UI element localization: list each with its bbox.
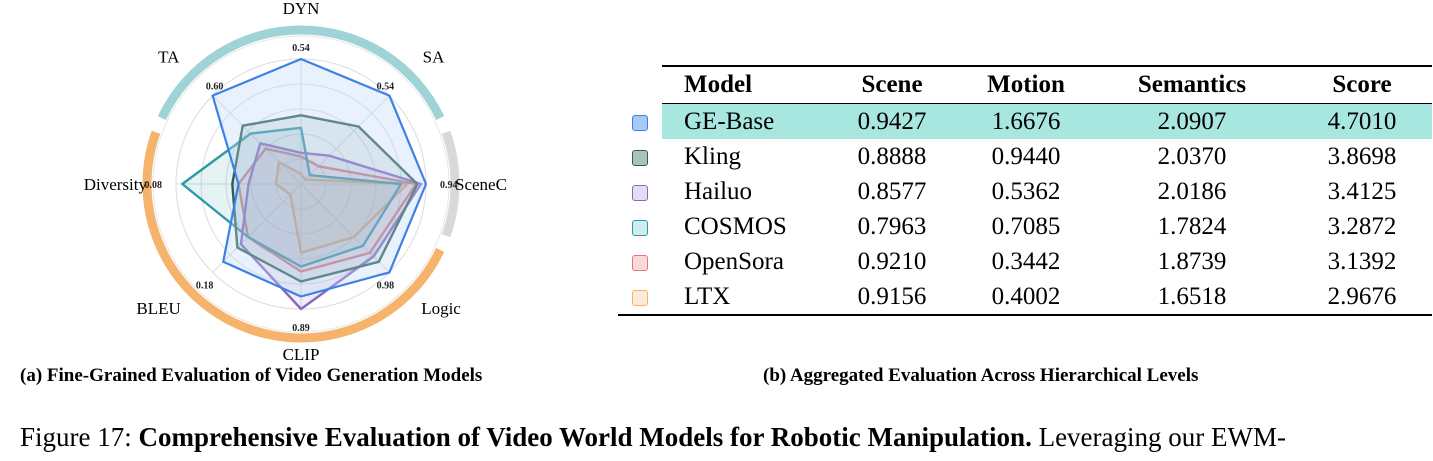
swatch-header xyxy=(618,66,662,104)
legend-swatch xyxy=(632,219,648,236)
series-ltx xyxy=(274,160,409,255)
scene-cell: 0.8888 xyxy=(857,142,927,170)
semantics-cell: 2.0186 xyxy=(1157,177,1227,205)
axis-max-label: 0.89 xyxy=(292,323,310,334)
axis-max-label: 0.08 xyxy=(145,180,163,191)
legend-swatch-cell xyxy=(618,139,662,174)
motion-cell: 0.4002 xyxy=(960,279,1092,316)
score-cell: 3.8698 xyxy=(1327,142,1397,170)
axis-max-label: 0.98 xyxy=(377,280,395,291)
table-row: Hailuo 0.8577 0.5362 2.0186 3.4125 xyxy=(618,174,1432,209)
caption-b: (b) Aggregated Evaluation Across Hierarc… xyxy=(763,365,1199,386)
axis-label: TA xyxy=(158,47,180,66)
motion-cell: 0.3442 xyxy=(991,247,1061,275)
grid-spoke xyxy=(212,95,302,185)
model-cell: Kling xyxy=(684,142,741,170)
table-row: Kling 0.8888 0.9440 2.0370 3.8698 xyxy=(618,139,1432,174)
col-header-score: Score xyxy=(1292,65,1432,104)
col-header-model: Model xyxy=(662,65,824,104)
model-cell: COSMOS xyxy=(684,212,787,240)
axis-max-label: 0.54 xyxy=(377,82,395,93)
figure-caption: Figure 17: Comprehensive Evaluation of V… xyxy=(20,422,1286,453)
legend-swatch-cell xyxy=(618,244,662,279)
motion-cell: 0.7085 xyxy=(991,212,1061,240)
axis-max-label: 0.18 xyxy=(196,280,214,291)
table-row: LTX 0.9156 0.4002 1.6518 2.9676 xyxy=(618,279,1432,316)
model-cell: Hailuo xyxy=(684,177,753,205)
col-header-scene: Scene xyxy=(824,65,960,104)
score-cell: 2.9676 xyxy=(1292,279,1432,316)
table-row: COSMOS 0.7963 0.7085 1.7824 3.2872 xyxy=(618,209,1432,244)
score-cell: 3.4125 xyxy=(1327,177,1397,205)
axis-max-label: 0.60 xyxy=(206,82,224,93)
score-cell: 3.1392 xyxy=(1327,247,1397,275)
results-table: Model Scene Motion Semantics Score GE-Ba… xyxy=(618,65,1432,316)
model-cell: GE-Base xyxy=(662,103,824,139)
motion-cell: 0.9440 xyxy=(991,142,1061,170)
axis-group-arc xyxy=(441,130,460,238)
scene-cell: 0.8577 xyxy=(857,177,927,205)
radar-chart: DYN SA SceneC Logic CLIP BLEU Diversity TA 0.54 0… xyxy=(0,0,620,360)
score-cell: 4.7010 xyxy=(1292,103,1432,139)
legend-swatch-cell xyxy=(618,279,662,316)
scene-cell: 0.7963 xyxy=(857,212,927,240)
legend-swatch xyxy=(632,184,648,201)
table-header-row: Model Scene Motion Semantics Score xyxy=(618,65,1432,104)
semantics-cell: 1.8739 xyxy=(1157,247,1227,275)
model-cell: LTX xyxy=(662,279,824,316)
motion-cell: 0.5362 xyxy=(991,177,1061,205)
axis-max-label: 0.54 xyxy=(292,43,310,54)
legend-swatch xyxy=(632,289,648,306)
axis-label: BLEU xyxy=(136,299,180,318)
score-cell: 3.2872 xyxy=(1327,212,1397,240)
figure-label: Figure 17: xyxy=(20,422,139,452)
scene-cell: 0.9210 xyxy=(857,247,927,275)
axis-label: CLIP xyxy=(283,345,320,360)
grid-spoke xyxy=(300,95,390,185)
table-body: GE-Base 0.9427 1.6676 2.0907 4.7010 Kling 0.88… xyxy=(618,103,1432,316)
axis-group-arc xyxy=(142,130,445,343)
legend-swatch xyxy=(632,149,648,166)
radar-svg: DYN SA SceneC Logic CLIP BLEU Diversity TA 0.54 0… xyxy=(84,0,507,360)
legend-swatch xyxy=(632,254,648,271)
figure-title: Comprehensive Evaluation of Video World … xyxy=(138,422,1032,452)
grid-spoke xyxy=(212,183,302,273)
legend-swatch-cell xyxy=(618,174,662,209)
figure-tail: Leveraging our EWM- xyxy=(1031,422,1286,452)
axis-label: DYN xyxy=(283,0,320,18)
col-header-motion: Motion xyxy=(960,65,1092,104)
semantics-cell: 1.6518 xyxy=(1092,279,1292,316)
axis-group-arc xyxy=(157,25,445,120)
legend-swatch-cell xyxy=(618,209,662,244)
semantics-cell: 2.0370 xyxy=(1157,142,1227,170)
semantics-cell: 2.0907 xyxy=(1092,103,1292,139)
scene-cell: 0.9156 xyxy=(824,279,960,316)
table-row: GE-Base 0.9427 1.6676 2.0907 4.7010 xyxy=(618,103,1432,140)
motion-cell: 1.6676 xyxy=(960,103,1092,139)
axis-label: SA xyxy=(423,47,445,66)
axis-label: Logic xyxy=(421,299,461,318)
series-hailuo xyxy=(239,142,423,311)
axis-label: SceneC xyxy=(455,175,507,194)
model-cell: OpenSora xyxy=(684,247,784,275)
scene-cell: 0.9427 xyxy=(824,103,960,139)
legend-swatch-cell xyxy=(618,104,662,140)
axis-max-label: 0.94 xyxy=(440,180,458,191)
col-header-semantics: Semantics xyxy=(1092,65,1292,104)
semantics-cell: 1.7824 xyxy=(1157,212,1227,240)
series-ge-base xyxy=(211,57,428,298)
grid-spoke xyxy=(300,183,390,273)
table-row: OpenSora 0.9210 0.3442 1.8739 3.1392 xyxy=(618,244,1432,279)
series-kling xyxy=(231,114,419,283)
axis-label: Diversity xyxy=(84,175,148,194)
legend-swatch xyxy=(632,114,648,131)
caption-a: (a) Fine-Grained Evaluation of Video Gen… xyxy=(20,365,483,386)
